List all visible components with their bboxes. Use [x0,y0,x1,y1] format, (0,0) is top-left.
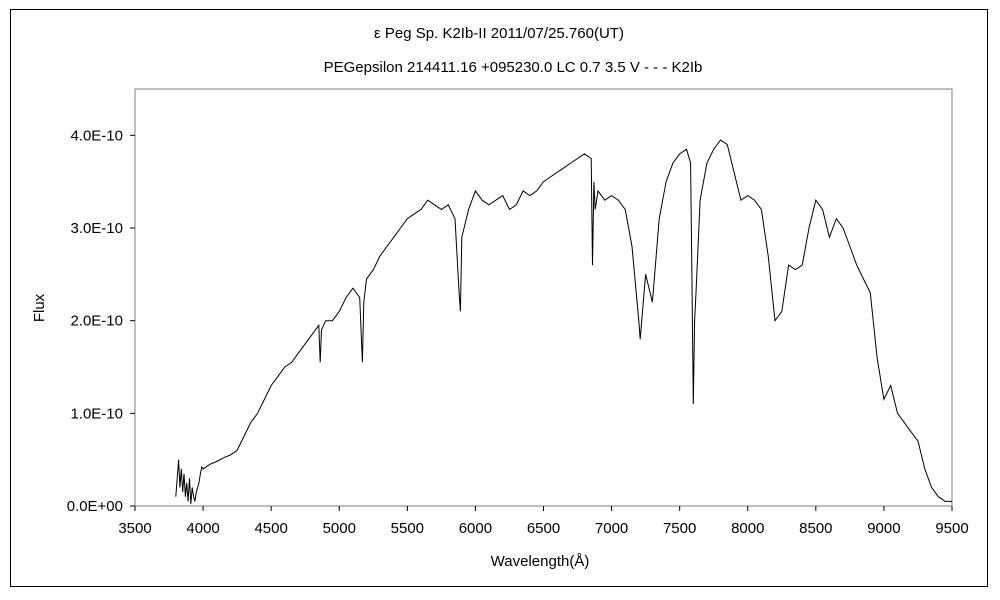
chart-subtitle: PEGepsilon 214411.16 +095230.0 LC 0.7 3.… [324,59,703,76]
y-axis: 0.0E+00 1.0E-10 2.0E-10 3.0E-10 4.0E-10 [67,127,135,515]
x-tick-label: 7000 [595,520,628,537]
x-tick-label: 3500 [118,520,151,537]
x-tick-label: 9000 [867,520,900,537]
x-axis: 3500 4000 4500 5000 5500 6000 6500 7000 7500 8000… [118,506,969,537]
y-tick-label: 1.0E-10 [70,405,123,422]
y-tick-label: 0.0E+00 [67,498,123,515]
x-tick-label: 5500 [391,520,424,537]
spectrum-line [175,139,952,505]
chart-title: ε Peg Sp. K2Ib-II 2011/07/25.760(UT) [374,25,624,42]
x-tick-label: 8000 [731,520,764,537]
chart-frame [10,9,988,587]
y-tick-label: 2.0E-10 [70,313,123,330]
x-tick-label: 7500 [663,520,696,537]
x-tick-label: 9500 [935,520,968,537]
x-tick-label: 6000 [459,520,492,537]
y-tick-label: 4.0E-10 [70,127,123,144]
x-tick-label: 8500 [799,520,832,537]
y-axis-label: Flux [31,293,48,322]
x-tick-label: 5000 [323,520,356,537]
y-tick-label: 3.0E-10 [70,220,123,237]
x-tick-label: 6500 [527,520,560,537]
x-tick-label: 4500 [254,520,287,537]
x-axis-label: Wavelength(Å) [491,553,590,570]
x-tick-label: 4000 [186,520,219,537]
plot-area [134,88,953,507]
